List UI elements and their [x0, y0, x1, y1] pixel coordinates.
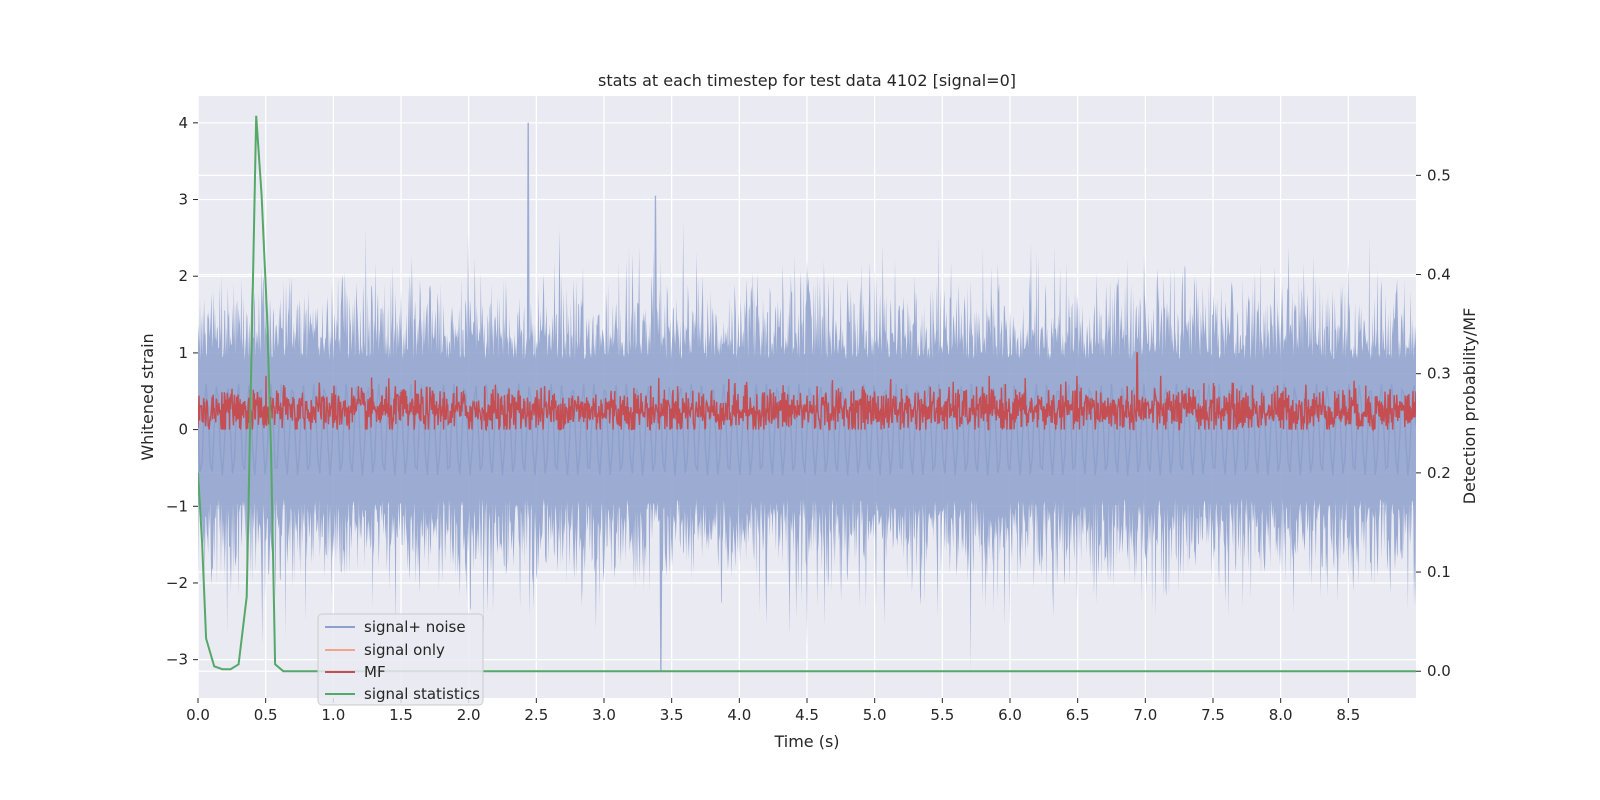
x-tick-label: 1.5 — [389, 706, 413, 724]
x-tick-label: 8.5 — [1336, 706, 1360, 724]
x-tick-label: 7.5 — [1201, 706, 1225, 724]
y-tick-label: 4 — [178, 114, 188, 132]
plot-area — [198, 115, 1416, 673]
x-tick-label: 2.0 — [457, 706, 481, 724]
x-tick-label: 0.0 — [186, 706, 210, 724]
x-tick-label: 4.5 — [795, 706, 819, 724]
x-tick-label: 5.5 — [930, 706, 954, 724]
legend: signal+ noise signal only MF signal stat… — [317, 613, 484, 706]
legend-label-signal-only: signal only — [364, 641, 445, 659]
y2-tick-label: 0.1 — [1427, 563, 1451, 581]
x-axis-label: Time (s) — [773, 732, 839, 751]
y2-tick-label: 0.0 — [1427, 662, 1451, 680]
legend-box — [317, 613, 484, 706]
legend-label-signal-statistics: signal statistics — [364, 685, 480, 703]
x-tick-label: 4.0 — [727, 706, 751, 724]
series-signal-noise-line — [198, 383, 1416, 476]
x-tick-label: 2.5 — [524, 706, 548, 724]
y-tick-label: 3 — [178, 191, 188, 209]
y-tick-label: 1 — [178, 344, 188, 362]
series-signal-statistics-line — [198, 115, 1416, 673]
x-tick-label: 5.0 — [863, 706, 887, 724]
chart-title: stats at each timestep for test data 410… — [598, 71, 1016, 90]
y-tick-label: 0 — [178, 421, 188, 439]
x-tick-label: 7.0 — [1133, 706, 1157, 724]
x-tick-label: 1.0 — [321, 706, 345, 724]
x-tick-label: 3.0 — [592, 706, 616, 724]
x-tick-label: 0.5 — [254, 706, 278, 724]
y2-axis-ticks: 0.5 0.4 0.3 0.2 0.1 0.0 — [1416, 166, 1451, 680]
x-tick-label: 8.0 — [1269, 706, 1293, 724]
x-tick-label: 6.0 — [998, 706, 1022, 724]
y-tick-label: 2 — [178, 267, 188, 285]
series-mf-line — [198, 352, 1416, 433]
y-axis-label: Whitened strain — [138, 333, 157, 460]
y-tick-label: −2 — [166, 574, 188, 592]
y2-tick-label: 0.4 — [1427, 266, 1451, 284]
y-tick-label: −3 — [166, 651, 188, 669]
legend-label-mf: MF — [364, 663, 386, 681]
y2-tick-label: 0.3 — [1427, 365, 1451, 383]
y2-tick-label: 0.5 — [1427, 166, 1451, 184]
y-tick-label: −1 — [166, 497, 188, 515]
y2-tick-label: 0.2 — [1427, 464, 1451, 482]
legend-label-signal-noise: signal+ noise — [364, 618, 466, 636]
y-axis-ticks: 4 3 2 1 0 −1 −2 −3 — [166, 114, 198, 669]
x-tick-label: 3.5 — [660, 706, 684, 724]
x-tick-label: 6.5 — [1066, 706, 1090, 724]
y2-axis-label: Detection probability/MF — [1460, 308, 1479, 505]
x-axis-ticks: 0.0 0.5 1.0 1.5 2.0 2.5 3.0 3.5 4.0 4.5 5.0 5.5 6.0 6… — [186, 698, 1360, 724]
